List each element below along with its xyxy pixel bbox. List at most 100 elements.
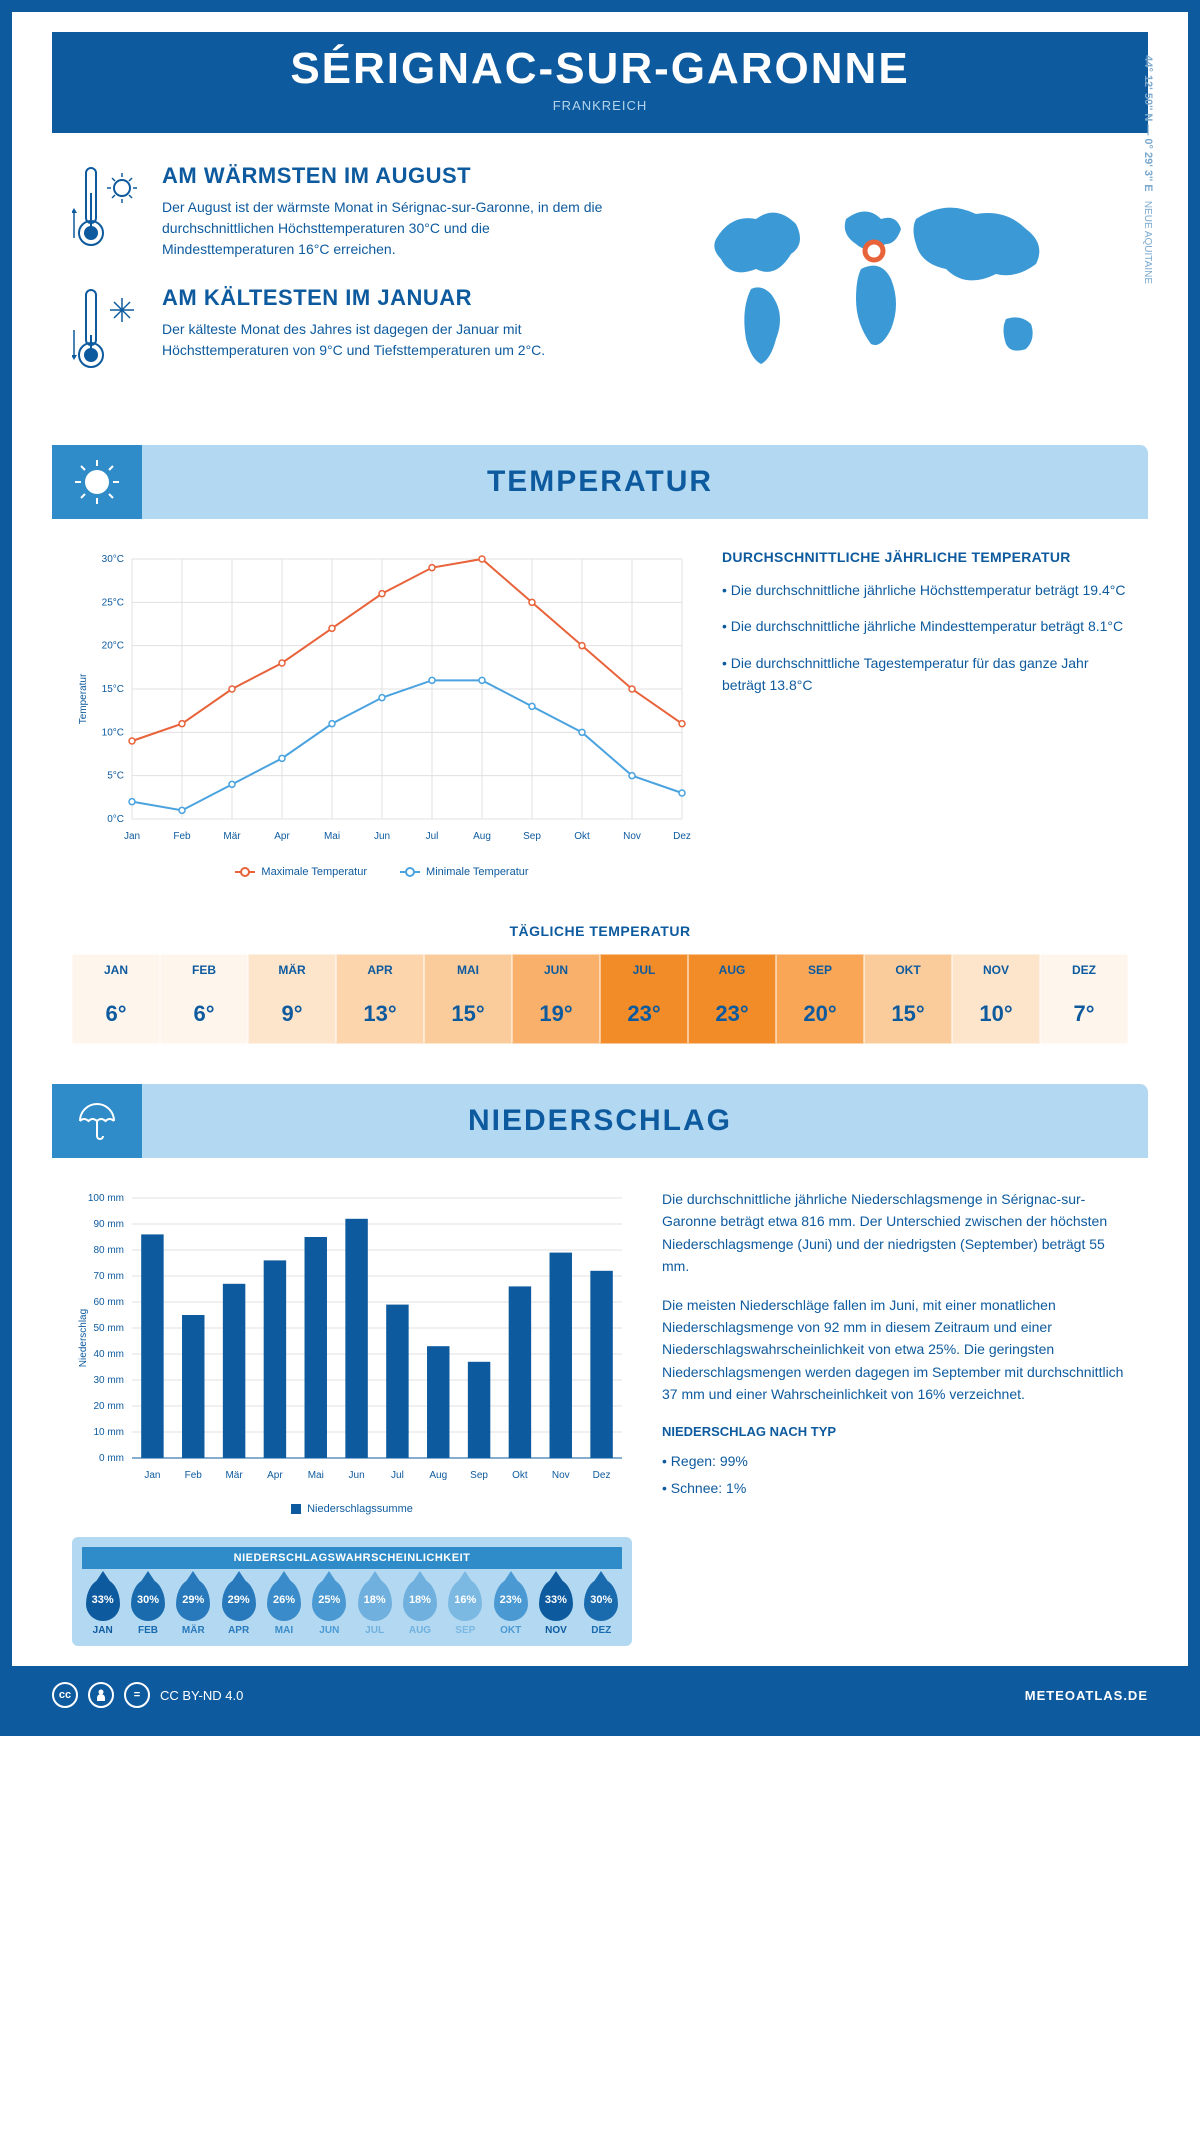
temp-table-cell: JAN6°: [72, 954, 160, 1044]
probability-drop: 18%AUG: [399, 1579, 440, 1636]
svg-text:Feb: Feb: [185, 1470, 203, 1481]
svg-text:5°C: 5°C: [107, 771, 124, 782]
infographic-page: SÉRIGNAC-SUR-GARONNE FRANKREICH AM WÄRMS…: [0, 0, 1200, 1736]
temp-table-cell: OKT15°: [864, 954, 952, 1044]
svg-text:Jun: Jun: [374, 831, 390, 842]
svg-text:Jan: Jan: [144, 1470, 160, 1481]
svg-text:30 mm: 30 mm: [93, 1375, 124, 1386]
svg-text:15°C: 15°C: [102, 684, 124, 695]
svg-text:Niederschlag: Niederschlag: [78, 1309, 89, 1367]
precip-type-item: • Schnee: 1%: [662, 1477, 1128, 1499]
temp-table-cell: MÄR9°: [248, 954, 336, 1044]
svg-text:Jul: Jul: [426, 831, 439, 842]
svg-text:Okt: Okt: [512, 1470, 528, 1481]
svg-text:0°C: 0°C: [107, 814, 124, 825]
temp-table-cell: FEB6°: [160, 954, 248, 1044]
svg-text:Nov: Nov: [552, 1470, 570, 1481]
temp-fact: • Die durchschnittliche jährliche Höchst…: [722, 579, 1128, 601]
svg-text:Okt: Okt: [574, 831, 590, 842]
chart-legend: Niederschlagssumme: [72, 1503, 632, 1517]
temp-table-cell: MAI15°: [424, 954, 512, 1044]
temp-table-cell: NOV10°: [952, 954, 1040, 1044]
page-title: SÉRIGNAC-SUR-GARONNE: [52, 44, 1148, 94]
license-text: CC BY-ND 4.0: [160, 1688, 243, 1703]
svg-text:50 mm: 50 mm: [93, 1323, 124, 1334]
probability-drop: 25%JUN: [309, 1579, 350, 1636]
svg-text:Mai: Mai: [324, 831, 340, 842]
temp-table-cell: AUG23°: [688, 954, 776, 1044]
svg-text:Jun: Jun: [349, 1470, 365, 1481]
precip-paragraph: Die meisten Niederschläge fallen im Juni…: [662, 1294, 1128, 1406]
warmest-heading: AM WÄRMSTEN IM AUGUST: [162, 163, 604, 189]
temp-fact: • Die durchschnittliche jährliche Mindes…: [722, 615, 1128, 637]
intro-section: AM WÄRMSTEN IM AUGUST Der August ist der…: [12, 163, 1188, 435]
svg-text:Dez: Dez: [673, 831, 691, 842]
svg-text:100 mm: 100 mm: [88, 1193, 124, 1204]
temp-table-cell: SEP20°: [776, 954, 864, 1044]
svg-text:25°C: 25°C: [102, 597, 124, 608]
coldest-text: Der kälteste Monat des Jahres ist dagege…: [162, 319, 604, 361]
probability-drop: 33%JAN: [82, 1579, 123, 1636]
svg-text:40 mm: 40 mm: [93, 1349, 124, 1360]
svg-text:Dez: Dez: [593, 1470, 611, 1481]
svg-text:80 mm: 80 mm: [93, 1245, 124, 1256]
temp-table-cell: APR13°: [336, 954, 424, 1044]
sun-icon: [52, 445, 142, 519]
probability-drop: 33%NOV: [535, 1579, 576, 1636]
svg-text:0 mm: 0 mm: [99, 1453, 124, 1464]
svg-text:Sep: Sep: [470, 1470, 488, 1481]
svg-text:Apr: Apr: [274, 831, 290, 842]
probability-drop: 23%OKT: [490, 1579, 531, 1636]
svg-text:70 mm: 70 mm: [93, 1271, 124, 1282]
svg-text:Jan: Jan: [124, 831, 140, 842]
temp-table-cell: DEZ7°: [1040, 954, 1128, 1044]
umbrella-icon: [52, 1084, 142, 1158]
precip-type-item: • Regen: 99%: [662, 1450, 1128, 1472]
daily-temp-table: JAN6°FEB6°MÄR9°APR13°MAI15°JUN19°JUL23°A…: [72, 954, 1128, 1044]
precipitation-banner: NIEDERSCHLAG: [52, 1084, 1148, 1158]
svg-text:Nov: Nov: [623, 831, 641, 842]
svg-text:Sep: Sep: [523, 831, 541, 842]
nd-icon: =: [124, 1682, 150, 1708]
probability-drop: 30%DEZ: [581, 1579, 622, 1636]
svg-text:Feb: Feb: [173, 831, 191, 842]
svg-text:Mai: Mai: [308, 1470, 324, 1481]
header-banner: SÉRIGNAC-SUR-GARONNE FRANKREICH: [52, 32, 1148, 133]
probability-drop: 26%MAI: [263, 1579, 304, 1636]
cc-icon: cc: [52, 1682, 78, 1708]
temperature-banner: TEMPERATUR: [52, 445, 1148, 519]
precip-paragraph: Die durchschnittliche jährliche Niedersc…: [662, 1188, 1128, 1278]
probability-drop: 16%SEP: [445, 1579, 486, 1636]
site-name: METEOATLAS.DE: [1025, 1688, 1148, 1703]
svg-text:Aug: Aug: [429, 1470, 447, 1481]
precip-type-heading: NIEDERSCHLAG NACH TYP: [662, 1422, 1128, 1443]
by-icon: [88, 1682, 114, 1708]
precipitation-probability: NIEDERSCHLAGSWAHRSCHEINLICHKEIT 33%JAN30…: [72, 1537, 632, 1646]
coordinates: 44° 12' 50'' N — 0° 29' 3'' E NEUE AQUIT…: [1142, 55, 1154, 284]
svg-text:90 mm: 90 mm: [93, 1219, 124, 1230]
svg-text:20°C: 20°C: [102, 641, 124, 652]
temp-fact: • Die durchschnittliche Tagestemperatur …: [722, 652, 1128, 697]
probability-drop: 30%FEB: [127, 1579, 168, 1636]
temperature-line-chart: 0°C 5°C 10°C 15°C 20°C 25°C 30°C Jan Feb Mär Apr Ma…: [72, 549, 692, 849]
svg-text:Mär: Mär: [223, 831, 241, 842]
temp-table-cell: JUL23°: [600, 954, 688, 1044]
probability-drop: 18%JUL: [354, 1579, 395, 1636]
temp-table-cell: JUN19°: [512, 954, 600, 1044]
svg-text:Aug: Aug: [473, 831, 491, 842]
probability-drop: 29%APR: [218, 1579, 259, 1636]
svg-text:Mär: Mär: [225, 1470, 243, 1481]
svg-text:60 mm: 60 mm: [93, 1297, 124, 1308]
svg-text:10°C: 10°C: [102, 727, 124, 738]
svg-text:20 mm: 20 mm: [93, 1401, 124, 1412]
coldest-heading: AM KÄLTESTEN IM JANUAR: [162, 285, 604, 311]
svg-text:30°C: 30°C: [102, 554, 124, 565]
thermometer-cold-icon: [72, 285, 142, 380]
chart-legend: Maximale Temperatur Minimale Temperatur: [72, 864, 692, 878]
svg-text:Apr: Apr: [267, 1470, 283, 1481]
world-map: 44° 12' 50'' N — 0° 29' 3'' E NEUE AQUIT…: [644, 163, 1128, 405]
svg-text:10 mm: 10 mm: [93, 1427, 124, 1438]
svg-text:Temperatur: Temperatur: [78, 673, 89, 724]
precipitation-bar-chart: 0 mm 10 mm 20 mm 30 mm 40 mm 50 mm 60 mm 70 mm 8…: [72, 1188, 632, 1488]
temp-facts-heading: DURCHSCHNITTLICHE JÄHRLICHE TEMPERATUR: [722, 549, 1128, 565]
